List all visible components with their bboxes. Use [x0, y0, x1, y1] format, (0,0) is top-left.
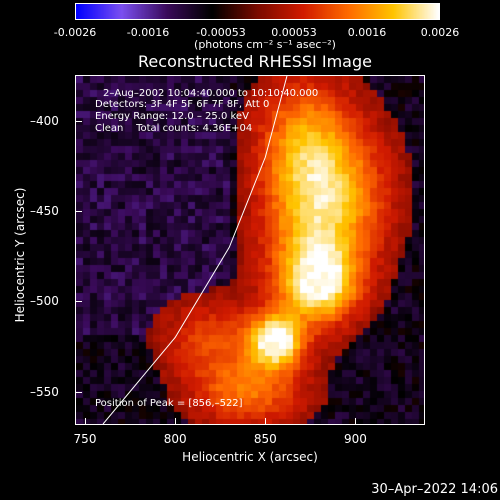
info-time-range: 2–Aug–2002 10:04:40.000 to 10:10:40.000: [103, 88, 319, 99]
y-axis-label: Heliocentric Y (arcsec): [13, 187, 27, 323]
y-tick-mark: [76, 301, 82, 303]
colorbar-tick-label: -0.0026: [53, 26, 97, 39]
colorbar-unit: (photons cm⁻² s⁻¹ asec⁻²): [194, 38, 336, 51]
heatmap-image: [76, 76, 424, 424]
y-tick-mark: [76, 391, 82, 393]
solar-limb-curve: [102, 76, 288, 424]
x-tick-label: 800: [163, 432, 187, 446]
colorbar-tick-label: 0.0026: [420, 26, 460, 39]
colorbar-tick-label: -0.0016: [126, 26, 170, 39]
x-tick-label: 900: [344, 432, 367, 446]
info-detectors: Detectors: 3F 4F 5F 6F 7F 8F, Att 0: [95, 99, 270, 110]
info-clean-counts: Clean Total counts: 4.36E+04: [95, 123, 253, 134]
x-tick-label: 850: [253, 432, 277, 446]
chart-title: Reconstructed RHESSI Image: [138, 52, 372, 71]
plot-area: [75, 75, 425, 425]
colorbar-tick-label: 0.0016: [347, 26, 387, 39]
y-tick-label: –450: [30, 204, 59, 219]
y-tick-label: –400: [30, 114, 59, 129]
x-tick-mark: [355, 418, 357, 424]
y-tick-mark: [76, 121, 82, 123]
colorbar: [75, 3, 440, 20]
colorbar-tick-label: 0.00053: [271, 26, 317, 39]
colorbar-tick-label: -0.00053: [196, 26, 246, 39]
x-tick-label: 750: [73, 432, 97, 446]
y-tick-mark: [76, 211, 82, 213]
info-energy-range: Energy Range: 12.0 – 25.0 keV: [95, 111, 249, 122]
footer-timestamp: 30–Apr–2022 14:06: [371, 482, 498, 497]
x-tick-mark: [265, 418, 267, 424]
y-tick-label: –500: [30, 294, 59, 309]
x-axis-label: Heliocentric X (arcsec): [182, 450, 318, 464]
y-tick-label: –550: [30, 384, 59, 399]
peak-position-label: Position of Peak = [856,–522]: [95, 398, 243, 409]
x-tick-mark: [175, 418, 177, 424]
x-tick-mark: [85, 418, 86, 424]
limb-overlay: [102, 76, 288, 424]
